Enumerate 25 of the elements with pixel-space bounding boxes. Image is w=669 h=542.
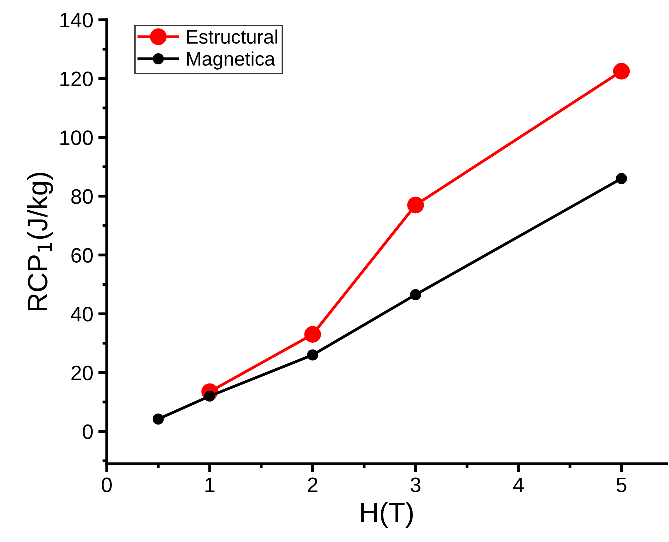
point [152,414,164,425]
x-tick-label: 0 [102,478,112,492]
x-tick-label: 2 [308,478,318,492]
x-tick-label: 4 [513,478,524,492]
x-axis-title: H(T) [362,502,414,528]
legend-label: Estructural [187,30,278,44]
point [307,350,318,361]
y-axis-title: RCP$_{1}$(J/kg) [27,173,54,311]
x-tick-label: 1 [206,478,215,492]
y-tick-label: 40 [71,307,93,322]
y-tick-label: 100 [60,130,93,146]
point [407,196,424,214]
y-tick-label: 140 [60,13,93,28]
point [410,289,422,300]
y-tick-label: 80 [72,189,93,204]
x-tick-label: 5 [616,478,627,492]
y-tick-label: 0 [83,424,93,440]
y-tick-label: 20 [72,366,93,381]
y-tick-label: 60 [72,248,93,263]
legend-label: Magnetica [187,52,276,70]
y-tick-label: 120 [60,72,93,87]
point [613,63,630,80]
point [304,326,322,343]
point [616,173,628,184]
x-tick-label: 3 [410,478,421,492]
